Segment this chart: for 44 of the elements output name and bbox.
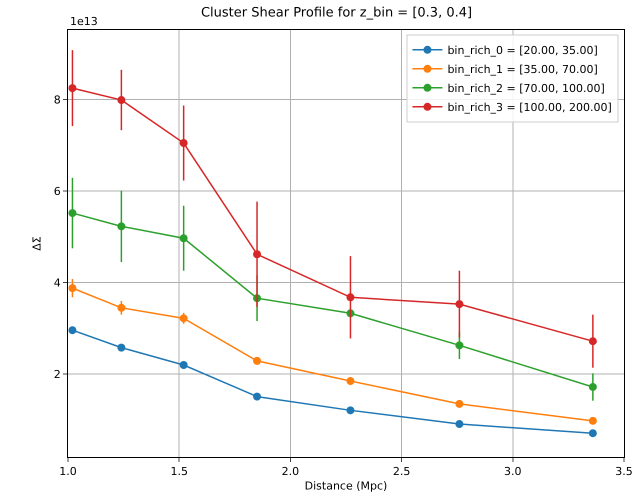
point (346, 377, 354, 386)
x-tick-label: 2.0 (282, 465, 300, 478)
point (588, 429, 597, 438)
x-tick-label: 3.5 (615, 465, 633, 478)
point (588, 416, 597, 425)
point (117, 304, 126, 312)
x-axis-title: Distance (Mpc) (304, 479, 388, 492)
point (253, 392, 262, 401)
y-tick-label: 6 (54, 184, 61, 198)
point (68, 284, 76, 292)
y-tick-label: 4 (54, 276, 61, 290)
point (180, 361, 188, 370)
point (455, 420, 464, 428)
point (455, 400, 464, 408)
point (253, 250, 262, 258)
x-tick-label: 2.5 (392, 465, 410, 478)
x-tick-label: 3.0 (504, 465, 522, 478)
point (455, 300, 464, 308)
point (117, 222, 126, 230)
point (180, 234, 188, 242)
legend-label: bin_rich_3 = [100.00, 200.00] (447, 101, 612, 114)
point (588, 337, 597, 346)
text: 1e13 (70, 15, 98, 28)
y-tick-label: 2 (54, 368, 61, 382)
y-axis-title: ΔΣ (30, 236, 44, 251)
point (68, 84, 76, 92)
x-tick-label: 1.5 (170, 465, 188, 478)
point (346, 406, 354, 414)
point (117, 96, 126, 104)
legend-label: bin_rich_1 = [35.00, 70.00] (447, 63, 598, 76)
point (180, 314, 188, 322)
legend-label: bin_rich_2 = [70.00, 100.00] (447, 82, 605, 96)
point (68, 209, 76, 218)
x-tick-label: 1.0 (59, 465, 77, 478)
y-tick-label: 8 (54, 93, 61, 106)
point (455, 341, 464, 350)
legend-label: bin_rich_0 = [20.00, 35.00] (447, 44, 598, 58)
point (68, 326, 76, 334)
point (346, 293, 354, 302)
point (117, 344, 126, 352)
point (588, 382, 597, 391)
point (253, 356, 262, 365)
point (180, 139, 188, 148)
chart-title: Cluster Shear Profile for z_bin = [0.3, 0.4] (200, 6, 472, 21)
